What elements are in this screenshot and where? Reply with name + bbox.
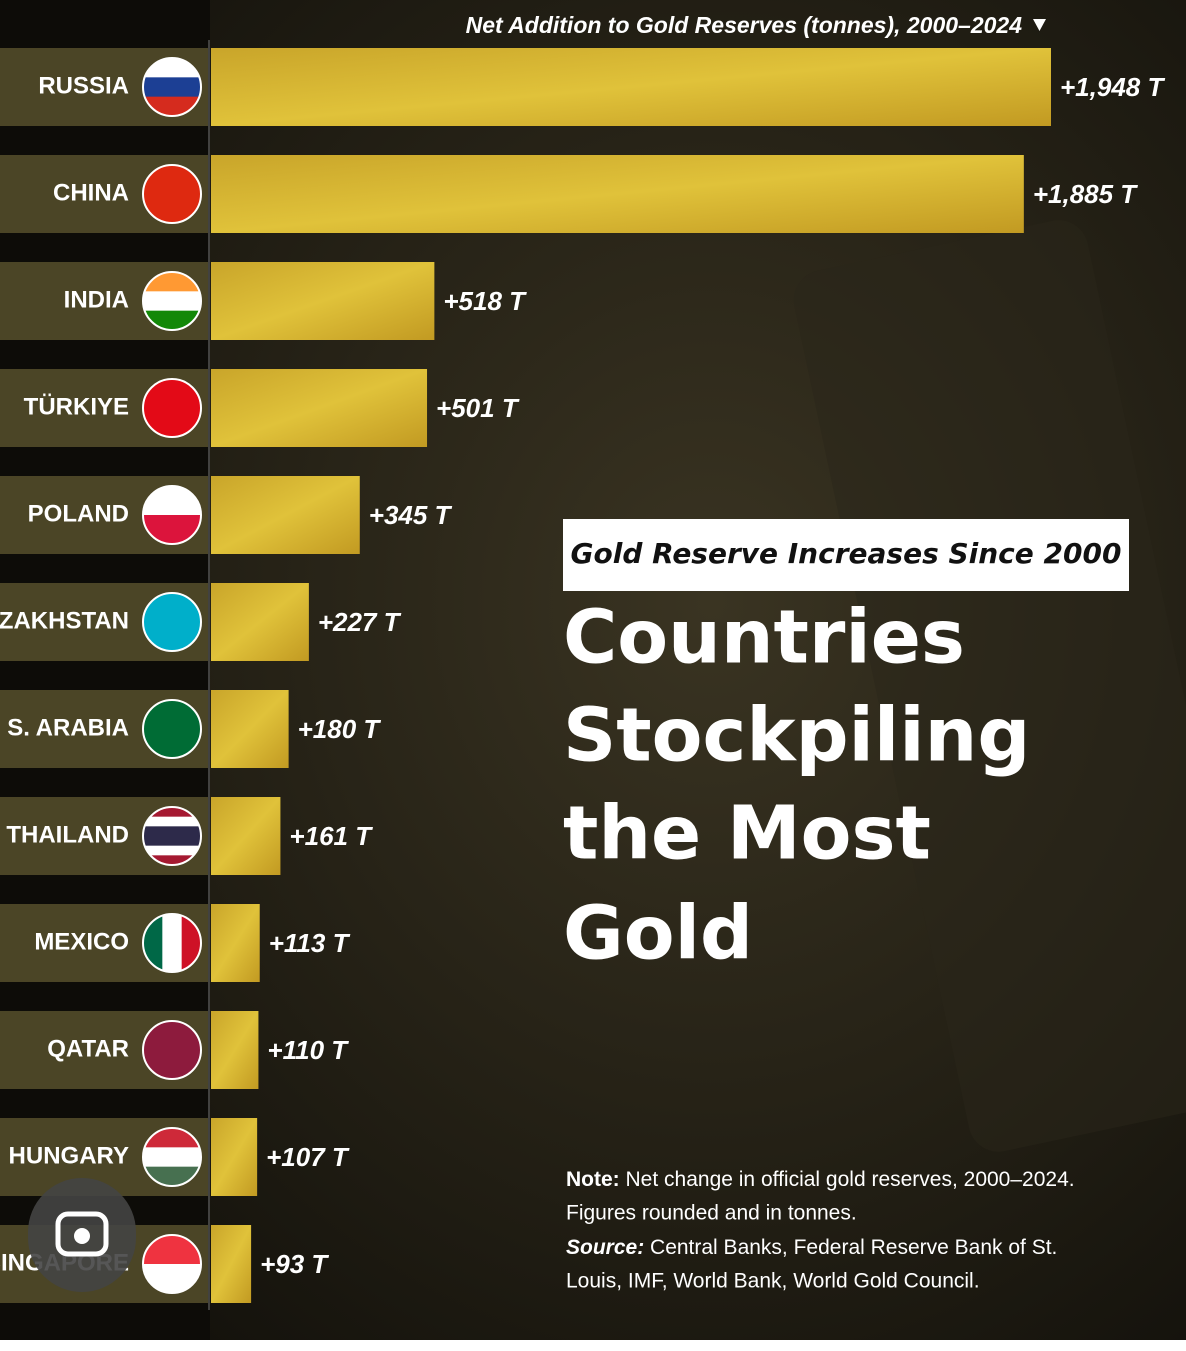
note: Figures rounded and in tonnes. xyxy=(566,1202,857,1225)
bar xyxy=(211,904,260,982)
flag-ring xyxy=(142,485,202,545)
flag-stripe xyxy=(143,845,201,856)
flag-stripe xyxy=(143,826,201,837)
value-label: +93 T xyxy=(260,1249,329,1279)
flag-ring xyxy=(142,378,202,438)
category-label: INDIA xyxy=(64,286,129,313)
value-label: +1,885 T xyxy=(1033,179,1138,209)
headline-line: Countries xyxy=(563,595,965,681)
lens-icon xyxy=(55,1211,109,1257)
bar xyxy=(211,1118,258,1196)
headline-line: Gold xyxy=(563,891,753,977)
category-label: S. ARABIA xyxy=(7,714,129,741)
category-label: MEXICO xyxy=(34,928,129,955)
flag-stripe xyxy=(143,593,201,651)
bar xyxy=(211,690,289,768)
lens-icon-dot xyxy=(74,1228,90,1244)
gold-bar-image xyxy=(793,220,1186,1152)
value-label: +227 T xyxy=(318,607,402,637)
flag-stripe xyxy=(143,1021,201,1079)
flag-ring xyxy=(142,271,202,331)
note-text: Net change in official gold reserves, 20… xyxy=(626,1168,1075,1191)
flag-stripe xyxy=(143,855,201,865)
category-label: POLAND xyxy=(28,500,129,527)
flag-stripe xyxy=(143,1147,201,1168)
flag-stripe xyxy=(143,165,201,223)
flag-stripe xyxy=(143,291,201,312)
bar xyxy=(211,262,435,340)
source-text: Central Banks, Federal Reserve Bank of S… xyxy=(650,1236,1057,1259)
dropdown-icon xyxy=(1033,19,1046,31)
flag-stripe xyxy=(143,807,201,818)
value-label: +518 T xyxy=(443,286,527,316)
value-label: +180 T xyxy=(298,714,382,744)
bar xyxy=(211,1225,252,1303)
note-label: Note: xyxy=(566,1168,620,1191)
flag-stripe xyxy=(143,700,201,758)
flag xyxy=(143,165,201,223)
flag-stripe xyxy=(143,379,201,437)
source-label: Source: xyxy=(566,1236,644,1259)
flag-ring xyxy=(142,806,202,866)
note: Note: Net change in official gold reserv… xyxy=(566,1168,1075,1191)
value-label: +1,948 T xyxy=(1060,72,1165,102)
flag-ring xyxy=(142,699,202,759)
value-label: +345 T xyxy=(369,500,453,530)
flag-ring xyxy=(142,913,202,973)
flag xyxy=(143,1021,201,1079)
value-label: +113 T xyxy=(269,928,351,958)
bar xyxy=(211,476,360,554)
category-label: HUNGARY xyxy=(9,1142,129,1169)
category-label: CHINA xyxy=(53,179,129,206)
bar xyxy=(211,797,281,875)
bar xyxy=(211,48,1051,126)
kicker-box xyxy=(563,519,1129,591)
flag xyxy=(143,807,201,865)
flag-ring xyxy=(142,164,202,224)
flag xyxy=(143,700,201,758)
headline-line: Stockpiling xyxy=(563,693,1030,779)
bar xyxy=(211,583,309,661)
value-label: +161 T xyxy=(289,821,373,851)
source: Louis, IMF, World Bank, World Gold Counc… xyxy=(566,1270,980,1293)
value-label: +110 T xyxy=(267,1035,349,1065)
category-label: RUSSIA xyxy=(38,72,129,99)
category-label: KAZAKHSTAN xyxy=(0,607,129,634)
flag-stripe xyxy=(162,914,183,972)
category-label: TÜRKIYE xyxy=(24,393,129,420)
kicker: Gold Reserve Increases Since 2000 xyxy=(571,537,1122,570)
flag-ring xyxy=(142,1020,202,1080)
flag xyxy=(143,593,201,651)
bar xyxy=(211,369,428,447)
flag-ring xyxy=(142,592,202,652)
flag-ring xyxy=(142,1234,202,1294)
flag xyxy=(143,379,201,437)
value-label: +501 T xyxy=(436,393,520,423)
bar xyxy=(211,1011,259,1089)
flag-ring xyxy=(142,57,202,117)
chart-title: Net Addition to Gold Reserves (tonnes), … xyxy=(466,12,1023,38)
flag-ring xyxy=(142,1127,202,1187)
headline-line: the Most xyxy=(563,791,931,877)
flag-stripe xyxy=(143,77,201,98)
flag-stripe xyxy=(143,836,201,847)
category-label: THAILAND xyxy=(6,821,129,848)
source: Source: Central Banks, Federal Reserve B… xyxy=(566,1236,1057,1259)
bar xyxy=(211,155,1024,233)
flag-stripe xyxy=(143,816,201,827)
category-label: QATAR xyxy=(47,1035,129,1062)
value-label: +107 T xyxy=(266,1142,350,1172)
